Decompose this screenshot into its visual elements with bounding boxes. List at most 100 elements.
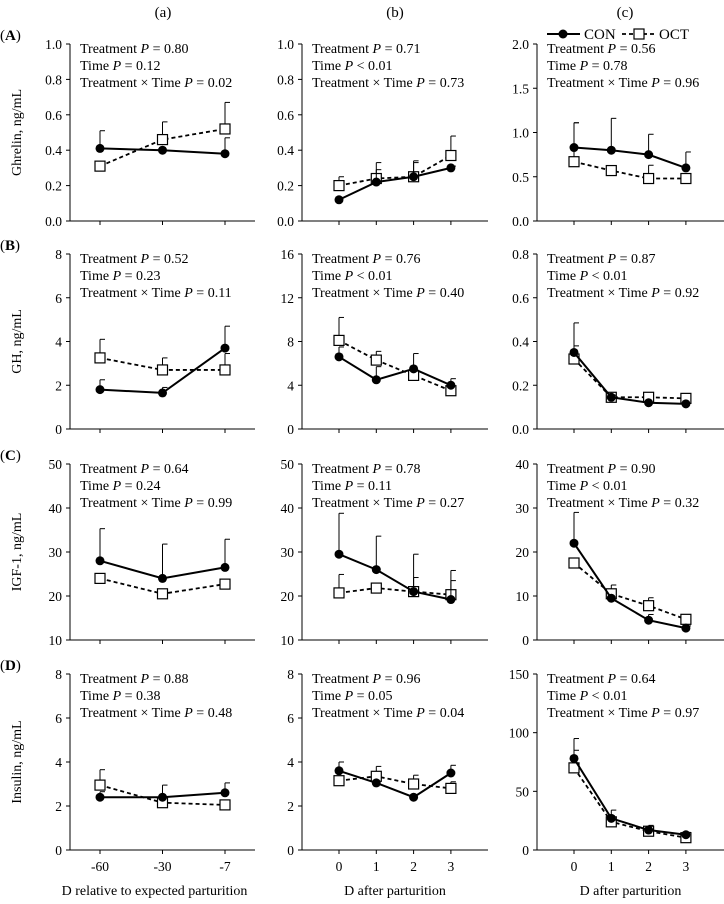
stat-value: = 0.99 xyxy=(193,496,232,511)
stat-term: Time xyxy=(80,479,113,494)
y-tick-label: 50 xyxy=(281,457,295,472)
paren: ) xyxy=(16,28,21,44)
panel-B-a: 0 2 4 6 8 GH, ng/mL Treatment P = 0.52 Time P =… xyxy=(10,247,255,437)
stat-term: Treatment × Time xyxy=(80,76,184,91)
x-tick-label: 1 xyxy=(608,859,615,874)
stat-line: Time P = 0.12 xyxy=(80,59,161,74)
stat-value: < 0.01 xyxy=(588,269,627,284)
y-tick-label: 0 xyxy=(287,422,294,437)
data-point-oct xyxy=(219,123,231,135)
paren: ( xyxy=(0,658,5,674)
stat-value: = 0.27 xyxy=(425,496,464,511)
stat-line: Treatment P = 0.78 xyxy=(312,462,421,477)
series-line-con xyxy=(338,553,452,601)
stat-term: Treatment xyxy=(547,252,608,267)
stat-p: P xyxy=(579,59,589,74)
stat-p: P xyxy=(372,42,382,57)
stat-line: Time P = 0.38 xyxy=(80,689,161,704)
paren: ( xyxy=(0,448,5,464)
stat-value: = 0.04 xyxy=(425,706,464,721)
y-tick-label: 0.4 xyxy=(512,335,529,350)
series-line-oct xyxy=(338,587,451,596)
stat-term: Time xyxy=(80,59,113,74)
stat-p: P xyxy=(607,42,617,57)
x-axis-label: D after parturition xyxy=(344,884,446,899)
stat-term: Treatment × Time xyxy=(312,286,416,301)
stat-p: P xyxy=(344,269,354,284)
row-label: (B) xyxy=(0,238,20,254)
stat-line: Treatment × Time P = 0.40 xyxy=(312,286,464,301)
stat-p: P xyxy=(344,689,354,704)
stat-line: Time P = 0.23 xyxy=(80,269,161,284)
y-tick-label: 0 xyxy=(55,422,62,437)
stat-p: P xyxy=(415,286,425,301)
stat-term: Treatment xyxy=(80,42,141,57)
stat-value: = 0.11 xyxy=(353,479,392,494)
data-point-oct xyxy=(680,172,692,185)
stat-p: P xyxy=(140,672,150,687)
data-point-oct xyxy=(568,156,580,168)
stat-value: = 0.96 xyxy=(660,76,699,91)
data-point-con xyxy=(606,392,616,402)
stat-line: Treatment P = 0.87 xyxy=(547,252,656,267)
data-point-oct xyxy=(156,364,169,376)
y-axis-label: Ghrelin, ng/mL xyxy=(10,89,25,176)
y-tick-label: 0.0 xyxy=(512,214,529,229)
stat-value: = 0.64 xyxy=(616,672,655,687)
x-tick-label: -7 xyxy=(219,859,230,874)
stat-p: P xyxy=(140,42,150,57)
x-tick-label: 3 xyxy=(683,859,690,874)
y-tick-label: 16 xyxy=(281,247,295,262)
data-point-con xyxy=(446,768,456,778)
stat-value: = 0.80 xyxy=(149,42,188,57)
data-point-con xyxy=(569,753,579,763)
data-point-oct xyxy=(156,133,169,146)
stat-term: Time xyxy=(547,269,580,284)
stat-term: Treatment × Time xyxy=(80,286,184,301)
stat-p: P xyxy=(607,462,617,477)
stat-line: Treatment × Time P = 0.96 xyxy=(547,76,699,91)
stat-line: Treatment × Time P = 0.02 xyxy=(80,76,232,91)
data-point-oct xyxy=(156,588,169,600)
stat-term: Treatment × Time xyxy=(547,706,651,721)
data-point-con xyxy=(409,792,419,802)
stat-p: P xyxy=(650,286,660,301)
row-letter: C xyxy=(5,448,16,464)
y-tick-label: 40 xyxy=(49,501,63,516)
stat-term: Time xyxy=(547,479,580,494)
y-tick-label: 20 xyxy=(49,589,63,604)
stat-line: Treatment P = 0.90 xyxy=(547,462,656,477)
y-tick-label: 6 xyxy=(287,711,294,726)
stat-line: Time P = 0.24 xyxy=(80,479,161,494)
y-tick-label: 0.4 xyxy=(277,143,294,158)
data-point-oct xyxy=(605,164,617,177)
y-tick-label: 30 xyxy=(281,545,295,560)
y-tick-label: 1.0 xyxy=(512,126,529,141)
stat-term: Time xyxy=(547,59,580,74)
stat-term: Treatment xyxy=(80,252,141,267)
y-tick-label: 1.0 xyxy=(45,37,62,52)
stat-p: P xyxy=(112,269,122,284)
y-tick-label: 2 xyxy=(55,799,62,814)
stat-value: = 0.97 xyxy=(660,706,699,721)
y-tick-label: 8 xyxy=(287,667,294,682)
data-point-con xyxy=(220,562,230,572)
data-point-oct xyxy=(642,600,655,612)
data-point-con xyxy=(644,615,654,625)
panel-C-c: 0 10 20 30 40 Treatment P = 0.90 Time P < 0.01… xyxy=(516,457,724,648)
stat-line: Time P < 0.01 xyxy=(312,269,393,284)
stat-value: = 0.88 xyxy=(149,672,188,687)
series-line-con xyxy=(573,351,686,405)
data-point-con xyxy=(220,149,230,159)
data-point-oct xyxy=(333,775,345,787)
stat-value: < 0.01 xyxy=(353,59,392,74)
y-tick-label: 4 xyxy=(55,335,62,350)
stat-p: P xyxy=(579,689,589,704)
stat-term: Treatment × Time xyxy=(312,76,416,91)
series-line-con xyxy=(338,769,452,799)
data-point-oct xyxy=(333,587,345,599)
x-axis-label: D relative to expected parturition xyxy=(62,884,248,899)
stat-p: P xyxy=(372,672,382,687)
stat-p: P xyxy=(579,479,589,494)
